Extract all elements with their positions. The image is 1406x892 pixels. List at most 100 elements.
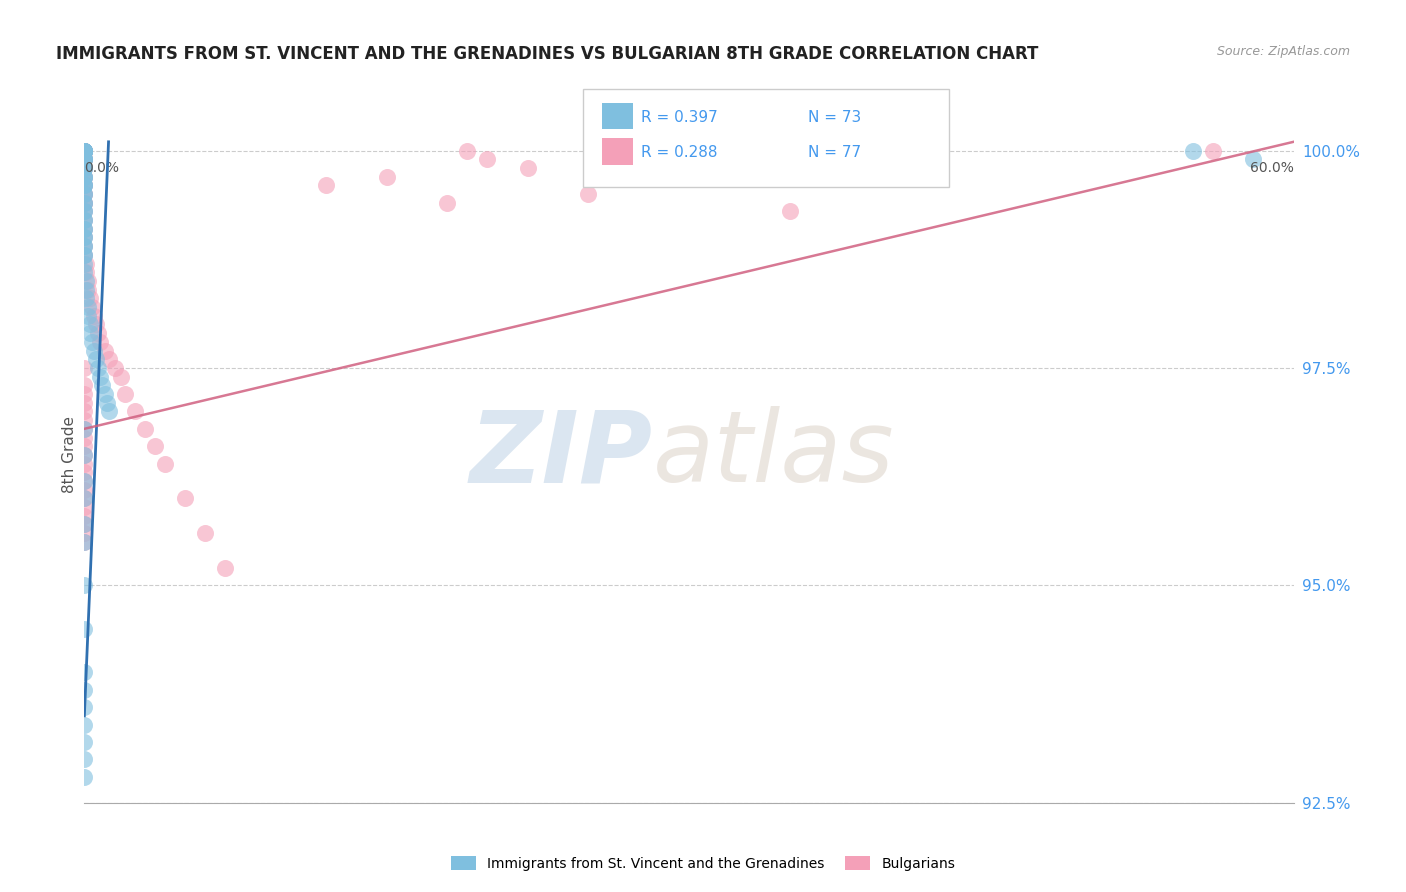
Point [93,387,115,401]
Point [73,144,96,158]
Point [73,144,96,158]
Point [73,517,96,532]
Point [315,178,337,193]
Point [73,578,96,592]
Point [1202,144,1225,158]
Point [73,682,96,697]
Point [73,195,96,210]
Point [73,169,96,184]
Point [73,161,96,175]
Point [83,309,105,323]
Point [73,161,96,175]
Point [73,483,96,497]
Point [73,422,96,436]
Point [73,144,96,158]
Point [77,300,100,314]
Point [194,526,217,541]
Point [375,169,398,184]
Point [73,152,96,166]
Point [73,144,96,158]
Point [73,622,96,636]
Point [73,169,96,184]
Point [73,152,96,166]
Point [73,378,96,392]
Text: R = 0.288: R = 0.288 [641,145,717,161]
Point [73,186,96,201]
Point [91,378,114,392]
Point [73,144,96,158]
Point [89,369,111,384]
Point [477,152,499,166]
Point [73,161,96,175]
Point [73,230,96,244]
Text: atlas: atlas [652,407,894,503]
Point [73,178,96,193]
Point [73,508,96,523]
Point [73,387,96,401]
Point [73,178,96,193]
Point [143,439,166,453]
Point [73,526,96,541]
Point [73,144,96,158]
Point [73,517,96,532]
Point [73,430,96,444]
Point [73,144,96,158]
Text: N = 73: N = 73 [808,110,862,125]
Point [73,186,96,201]
Point [124,404,146,418]
Text: ZIP: ZIP [470,407,652,503]
Point [576,186,599,201]
Point [73,152,96,166]
Text: R = 0.397: R = 0.397 [641,110,718,125]
Point [73,195,96,210]
Point [73,752,96,766]
Point [73,195,96,210]
Point [114,387,136,401]
Point [104,360,127,375]
Point [73,239,96,253]
Point [73,161,96,175]
Point [73,213,96,227]
Text: Source: ZipAtlas.com: Source: ZipAtlas.com [1216,45,1350,58]
Point [73,239,96,253]
Point [73,169,96,184]
Point [73,186,96,201]
Y-axis label: 8th Grade: 8th Grade [62,417,77,493]
Point [79,318,101,332]
Point [73,700,96,714]
Point [73,230,96,244]
Point [73,248,96,262]
Point [73,221,96,235]
Point [73,152,96,166]
Text: N = 77: N = 77 [808,145,862,161]
Point [75,283,97,297]
Point [73,144,96,158]
Point [73,204,96,219]
Point [73,178,96,193]
Point [79,326,101,340]
Point [73,248,96,262]
Point [73,448,96,462]
Point [73,465,96,479]
Point [75,291,97,305]
Point [456,144,478,158]
Point [1181,144,1204,158]
Point [83,343,105,358]
Point [73,248,96,262]
Text: 60.0%: 60.0% [1250,161,1294,176]
Point [73,221,96,235]
Point [73,204,96,219]
Point [73,144,96,158]
Point [516,161,538,175]
Point [73,717,96,731]
Point [110,369,132,384]
Point [86,352,108,367]
Text: 0.0%: 0.0% [84,161,120,176]
Point [73,534,96,549]
Point [73,144,96,158]
Point [73,152,96,166]
Point [73,144,96,158]
Point [73,491,96,506]
Point [87,360,110,375]
Point [73,195,96,210]
